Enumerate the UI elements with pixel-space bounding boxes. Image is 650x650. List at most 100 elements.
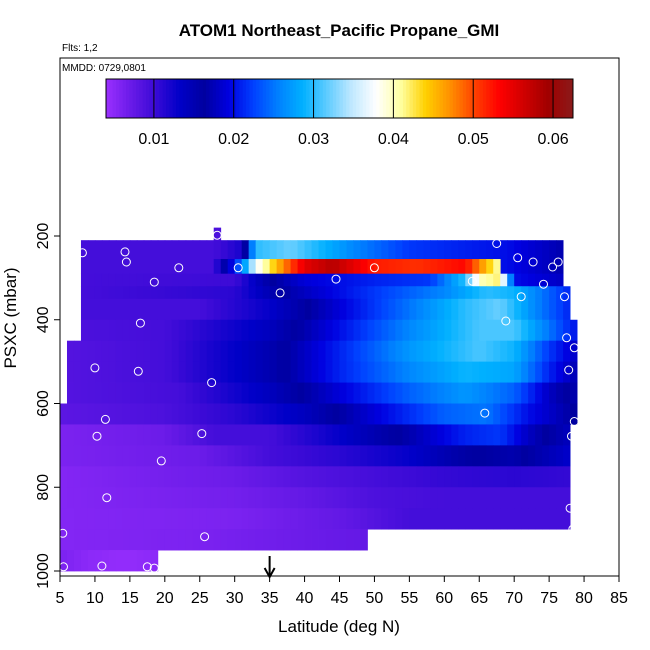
colorbar-swatch [332, 79, 337, 118]
heatmap-cell [346, 340, 354, 363]
heatmap-cell [353, 382, 361, 404]
colorbar-swatch [126, 79, 130, 118]
heatmap-cell [339, 319, 347, 342]
heatmap-cell [535, 403, 543, 425]
heatmap-cell [353, 319, 361, 342]
colorbar-swatch [469, 79, 474, 118]
heatmap-cell [101, 466, 110, 488]
data-point [120, 247, 130, 257]
heatmap-cell [101, 240, 110, 275]
heatmap-cell [171, 403, 180, 425]
heatmap-cell [206, 273, 215, 287]
colorbar-swatch [312, 79, 317, 118]
heatmap-cell [381, 445, 389, 467]
heatmap-cell [185, 508, 194, 530]
heatmap-cell [108, 529, 117, 551]
heatmap-cell [234, 424, 243, 446]
heatmap-cell [353, 445, 361, 467]
heatmap-cell [465, 361, 473, 383]
heatmap-cell [304, 424, 312, 446]
heatmap-cell [402, 466, 410, 488]
colorbar-swatch [249, 79, 254, 118]
heatmap-cell [241, 340, 250, 363]
heatmap-cell [213, 487, 222, 509]
heatmap-cell [549, 240, 557, 275]
heatmap-cell [290, 403, 298, 425]
heatmap-cell [402, 340, 410, 363]
heatmap-cell [136, 529, 145, 551]
heatmap-cell [283, 508, 291, 530]
heatmap-cell [199, 508, 208, 530]
heatmap-cell [472, 298, 480, 321]
colorbar-swatch [129, 79, 134, 118]
heatmap-cell [157, 240, 166, 275]
heatmap-cell [430, 466, 438, 488]
heatmap-cell [115, 424, 124, 446]
heatmap-cell [486, 319, 494, 342]
heatmap-cell [206, 340, 215, 363]
heatmap-cell [563, 487, 571, 509]
colorbar-swatch [352, 79, 357, 118]
heatmap-cell [493, 240, 501, 275]
heatmap-cell [374, 466, 382, 488]
heatmap-cell [269, 340, 278, 363]
heatmap-cell [409, 445, 417, 467]
heatmap-cell [269, 487, 278, 509]
colorbar-swatch [426, 79, 431, 118]
heatmap-cell [60, 466, 68, 488]
heatmap-cell [164, 240, 173, 275]
heatmap-cell [318, 445, 326, 467]
colorbar-swatch [209, 79, 214, 118]
heatmap-cell [472, 286, 480, 300]
heatmap-cell [507, 319, 515, 342]
heatmap-cell [416, 273, 424, 287]
heatmap-cell [416, 445, 424, 467]
date-label: MMDD: 0729,0801 [62, 63, 146, 74]
heatmap-cell [451, 508, 459, 530]
heatmap-cell [213, 259, 222, 275]
heatmap-cell [220, 382, 229, 404]
heatmap-cell [514, 487, 522, 509]
heatmap-cell [213, 424, 222, 446]
heatmap-cell [304, 403, 312, 425]
heatmap-cell [234, 529, 243, 551]
heatmap-cell [80, 529, 89, 551]
heatmap-cell [199, 529, 208, 551]
heatmap-cell [227, 298, 236, 321]
heatmap-cell [283, 361, 291, 383]
heatmap-cell [304, 319, 312, 342]
heatmap-cell [311, 403, 319, 425]
heatmap-cell [514, 403, 522, 425]
heatmap-cell [367, 298, 375, 321]
heatmap-cell [451, 240, 459, 275]
heatmap-cell [290, 487, 298, 509]
heatmap-cell [122, 529, 131, 551]
heatmap-cell [192, 466, 201, 488]
heatmap-cell [430, 340, 438, 363]
heatmap-cell [346, 286, 354, 300]
heatmap-cell [297, 361, 305, 383]
heatmap-cell [255, 319, 264, 342]
heatmap-cell [311, 361, 319, 383]
heatmap-cell [444, 508, 452, 530]
heatmap-cell [360, 508, 368, 530]
heatmap-cell [150, 529, 159, 551]
heatmap-cell [549, 340, 557, 363]
heatmap-cell [325, 382, 333, 404]
heatmap-cell [94, 466, 103, 488]
y-tick-label: 200 [35, 223, 52, 250]
colorbar-swatch [162, 79, 167, 118]
heatmap-cell [339, 286, 347, 300]
heatmap-cell [458, 508, 466, 530]
heatmap-cell [325, 298, 333, 321]
heatmap-cell [423, 466, 431, 488]
colorbar-swatch [196, 79, 200, 118]
heatmap-cell [325, 508, 333, 530]
heatmap-cell [171, 319, 180, 342]
heatmap-cell [276, 424, 284, 446]
heatmap-cell [136, 508, 145, 530]
heatmap-cell [199, 340, 208, 363]
heatmap-cell [430, 286, 438, 300]
heatmap-cell [171, 286, 180, 300]
heatmap-cell [360, 403, 368, 425]
